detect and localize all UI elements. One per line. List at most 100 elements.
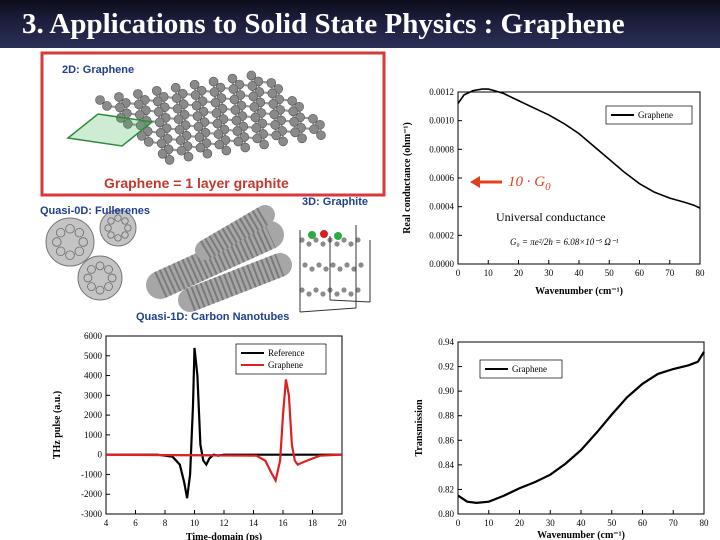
x-tick-label: 20: [515, 518, 525, 528]
y-tick-label: 0.90: [438, 386, 454, 396]
carbon-atom: [195, 142, 206, 153]
x-tick-label: 80: [700, 518, 710, 528]
fullerene-label: Quasi-0D: Fullerenes: [40, 205, 151, 217]
g0-label: 10 · G0: [508, 174, 551, 193]
universal-conductance-label: Universal conductance: [496, 210, 606, 224]
carbon-atom: [249, 102, 260, 112]
carbon-atom: [136, 131, 147, 141]
graphite-atom: [306, 241, 312, 247]
carbon-atom: [133, 89, 143, 99]
y-tick-label: 5000: [84, 351, 103, 361]
fullerene-ring: [52, 237, 62, 247]
graphite-atom: [299, 287, 305, 293]
carbon-atom: [190, 90, 201, 100]
x-tick-label: 18: [308, 518, 318, 528]
x-tick-label: 20: [514, 268, 524, 278]
fullerene-ring: [104, 224, 112, 232]
y-tick-label: 0.86: [438, 435, 454, 445]
carbon-atom: [174, 124, 185, 135]
legend: Reference Graphene: [235, 343, 327, 375]
carbon-atom: [290, 127, 300, 138]
arrow-icon: [470, 176, 502, 188]
carbon-atom: [309, 124, 319, 135]
y-tick-label: 1000: [84, 430, 103, 440]
graphite-atom: [313, 237, 319, 243]
y-axis-label: Real conductance (ohm⁻¹): [402, 122, 413, 234]
conductance-chart: 0 10 20 30 40 50 60 70 80 0.0000 0.0002 0.0004 0.000…: [402, 87, 705, 297]
graphite-box: [299, 225, 371, 313]
x-tick-label: 8: [163, 518, 168, 528]
fullerene-ring: [121, 217, 129, 225]
carbon-atom: [173, 114, 184, 125]
x-axis-label: Wavenumber (cm⁻¹): [537, 530, 625, 540]
y-tick-label: 0.84: [438, 460, 454, 470]
fullerene-ring: [65, 224, 75, 234]
x-tick-label: 50: [607, 518, 617, 528]
title-bar: 3. Applications to Solid State Physics :…: [0, 0, 720, 48]
carbon-atom: [115, 102, 125, 113]
carbon-atom: [247, 81, 258, 91]
carbon-atom: [153, 107, 164, 117]
x-tick-label: 10: [190, 518, 200, 528]
x-tick-label: 30: [546, 518, 556, 528]
y-tick-label: 2000: [84, 410, 103, 420]
fullerene-ring: [121, 231, 129, 239]
carbon-atom: [270, 120, 280, 130]
x-tick-label: 12: [220, 518, 229, 528]
carbon-atom: [194, 132, 205, 142]
carbon-atom: [289, 117, 299, 127]
carbon-atom: [269, 109, 280, 120]
carbon-atom: [175, 135, 186, 146]
fullerene-ring: [65, 250, 75, 260]
carbon-atom: [154, 117, 165, 128]
carbon-atom: [211, 108, 222, 118]
carbon-atom: [230, 105, 241, 115]
series-line-graphene: [105, 379, 343, 484]
y-tick-label: 0.0006: [429, 173, 454, 183]
transmission-chart: 0 10 20 30 40 50 60 70 80 0.80 0.82 0.84 0.86 0.88 0.9…: [414, 337, 710, 540]
series-line-graphene: [457, 88, 701, 209]
graphite-atom: [337, 266, 343, 272]
fullerene-ring: [78, 237, 88, 247]
carbon-atom: [202, 148, 213, 159]
carbon-atom: [240, 142, 251, 153]
y-tick-label: 0.92: [438, 362, 454, 372]
nanotube-lattice: [185, 253, 285, 312]
y-tick-label: 3000: [84, 390, 103, 400]
x-tick-label: 30: [544, 268, 554, 278]
legend-label: Graphene: [268, 360, 303, 370]
y-tick-label: 0: [98, 450, 103, 460]
y-tick-label: 0.82: [438, 484, 454, 494]
y-tick-label: 0.88: [438, 411, 454, 421]
x-tick-label: 40: [575, 268, 585, 278]
graphite-atom: [341, 237, 347, 243]
legend: Graphene: [605, 105, 693, 125]
fullerene-ring: [124, 224, 132, 232]
legend-label: Graphene: [638, 110, 673, 120]
fullerene-ring: [95, 285, 105, 295]
carbon-atom: [233, 136, 244, 147]
graphene-illustration: [40, 51, 386, 313]
legend-box: [479, 359, 563, 379]
graphite-highlight-atom: [308, 231, 316, 239]
carbon-atom: [193, 121, 204, 132]
x-tick-label: 14: [249, 518, 259, 528]
carbon-atom: [189, 79, 200, 90]
y-tick-label: 4000: [84, 371, 103, 381]
fullerene-ring: [114, 234, 122, 242]
carbon-atom: [231, 115, 242, 126]
fullerene-ring: [83, 273, 93, 283]
y-tick-label: 0.0008: [429, 144, 454, 154]
carbon-atom: [134, 99, 144, 110]
carbon-atom: [259, 139, 269, 150]
graphite-atom: [355, 237, 361, 243]
y-tick-label: 6000: [84, 331, 103, 341]
carbon-atom: [164, 155, 175, 165]
carbon-atom: [227, 73, 238, 84]
x-axis-label: Wavenumber (cm⁻¹): [535, 286, 623, 297]
carbon-atom: [176, 145, 187, 156]
fullerene-ring: [95, 261, 105, 271]
y-tick-label: -1000: [81, 469, 102, 479]
carbon-atom: [232, 126, 243, 136]
y-tick-label: 0.0010: [429, 116, 454, 126]
